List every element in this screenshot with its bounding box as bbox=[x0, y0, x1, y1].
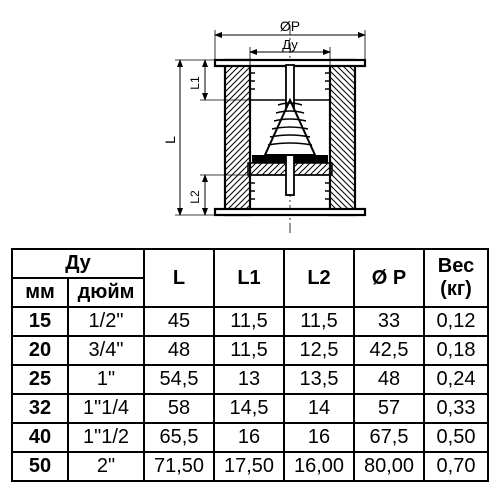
cell-mm: 20 bbox=[12, 336, 68, 365]
cell-L1: 11,5 bbox=[214, 307, 284, 336]
cell-L: 58 bbox=[144, 394, 214, 423]
cell-inch: 1"1/4 bbox=[68, 394, 144, 423]
cell-inch: 1"1/2 bbox=[68, 423, 144, 452]
header-inch: дюйм bbox=[68, 278, 144, 307]
technical-drawing: ØР Ду L L1 L2 bbox=[120, 5, 420, 240]
header-mm: мм bbox=[12, 278, 68, 307]
header-P: Ø Р bbox=[354, 249, 424, 307]
header-L1: L1 bbox=[214, 249, 284, 307]
cell-mm: 25 bbox=[12, 365, 68, 394]
cell-mm: 50 bbox=[12, 452, 68, 481]
label-L: L bbox=[162, 136, 178, 144]
cell-L1: 17,50 bbox=[214, 452, 284, 481]
cell-L2: 16 bbox=[284, 423, 354, 452]
cell-inch: 1/2" bbox=[68, 307, 144, 336]
header-du: Ду bbox=[12, 249, 144, 278]
cell-L2: 14 bbox=[284, 394, 354, 423]
cell-P: 67,5 bbox=[354, 423, 424, 452]
cell-L2: 13,5 bbox=[284, 365, 354, 394]
cell-W: 0,18 bbox=[424, 336, 488, 365]
cell-L: 54,5 bbox=[144, 365, 214, 394]
cell-L1: 14,5 bbox=[214, 394, 284, 423]
cell-inch: 1" bbox=[68, 365, 144, 394]
header-weight: Вес (кг) bbox=[424, 249, 488, 307]
cell-L1: 13 bbox=[214, 365, 284, 394]
cell-P: 57 bbox=[354, 394, 424, 423]
cell-W: 0,70 bbox=[424, 452, 488, 481]
table-row: 321"1/45814,514570,33 bbox=[12, 394, 488, 423]
cell-inch: 2" bbox=[68, 452, 144, 481]
cell-mm: 15 bbox=[12, 307, 68, 336]
dimensions-table: Ду L L1 L2 Ø Р Вес (кг) мм дюйм 151/2"45… bbox=[11, 248, 489, 482]
cell-L: 48 bbox=[144, 336, 214, 365]
table-row: 502"71,5017,5016,0080,000,70 bbox=[12, 452, 488, 481]
cell-L2: 16,00 bbox=[284, 452, 354, 481]
cell-L2: 11,5 bbox=[284, 307, 354, 336]
cell-L1: 11,5 bbox=[214, 336, 284, 365]
table-row: 251"54,51313,5480,24 bbox=[12, 365, 488, 394]
label-phi-p: ØР bbox=[280, 18, 300, 34]
cell-L1: 16 bbox=[214, 423, 284, 452]
header-L: L bbox=[144, 249, 214, 307]
cell-P: 48 bbox=[354, 365, 424, 394]
cell-W: 0,33 bbox=[424, 394, 488, 423]
cell-L: 71,50 bbox=[144, 452, 214, 481]
label-L2: L2 bbox=[188, 190, 202, 204]
label-du: Ду bbox=[282, 37, 298, 52]
cell-L: 45 bbox=[144, 307, 214, 336]
cell-W: 0,50 bbox=[424, 423, 488, 452]
cell-L2: 12,5 bbox=[284, 336, 354, 365]
cell-L: 65,5 bbox=[144, 423, 214, 452]
table-row: 401"1/265,5161667,50,50 bbox=[12, 423, 488, 452]
table-row: 203/4"4811,512,542,50,18 bbox=[12, 336, 488, 365]
cell-mm: 40 bbox=[12, 423, 68, 452]
cell-mm: 32 bbox=[12, 394, 68, 423]
cell-W: 0,24 bbox=[424, 365, 488, 394]
cell-P: 42,5 bbox=[354, 336, 424, 365]
cell-W: 0,12 bbox=[424, 307, 488, 336]
label-L1: L1 bbox=[188, 76, 202, 90]
table-row: 151/2"4511,511,5330,12 bbox=[12, 307, 488, 336]
cell-P: 33 bbox=[354, 307, 424, 336]
header-L2: L2 bbox=[284, 249, 354, 307]
cell-inch: 3/4" bbox=[68, 336, 144, 365]
cell-P: 80,00 bbox=[354, 452, 424, 481]
